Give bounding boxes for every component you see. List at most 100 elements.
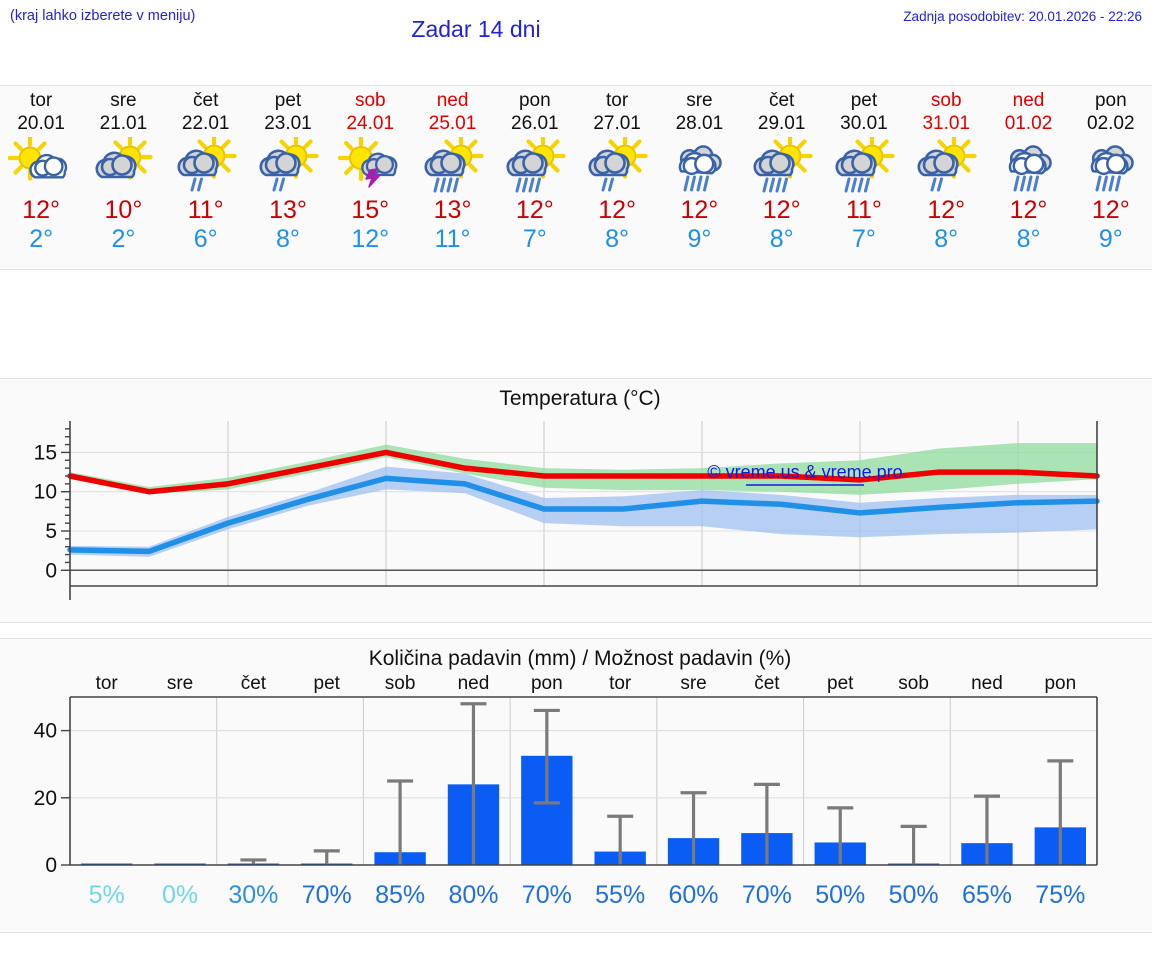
day-column[interactable]: tor 27.01 12° 8°	[576, 86, 658, 269]
day-name: čet	[768, 90, 795, 111]
day-name: ned	[436, 90, 469, 111]
day-column[interactable]: sre 21.01 10° 2°	[82, 86, 164, 269]
precipitation-error-bar	[313, 849, 340, 865]
copyright-watermark: © vreme.us & vreme.pro	[707, 462, 902, 482]
day-column[interactable]: pon 26.01 12° 7°	[494, 86, 576, 269]
day-date: 30.01	[840, 113, 888, 134]
temperature-max: 13°	[433, 196, 472, 224]
temperature-max: 13°	[269, 196, 307, 224]
temperature-min: 9°	[1098, 225, 1123, 253]
day-name: tor	[30, 90, 53, 111]
sun-cloud-light-rain-icon	[917, 137, 977, 192]
day-name: pet	[274, 90, 302, 111]
overcast-rain-icon	[1008, 145, 1052, 192]
sun-cloud-light-rain-icon	[259, 137, 319, 192]
day-column[interactable]: tor 20.01 12° 2°	[0, 86, 82, 269]
precipitation-day-label: ned	[971, 673, 1003, 694]
precipitation-error-bar	[827, 806, 854, 865]
page-header: (kraj lahko izberete v meniju) Zadar 14 …	[0, 0, 1152, 48]
temperature-max: 12°	[762, 196, 801, 224]
precipitation-probability-label: 75%	[1035, 881, 1085, 909]
day-column[interactable]: čet 29.01 12° 8°	[741, 86, 823, 269]
sun-small-cloud-icon	[8, 137, 68, 181]
precipitation-error-bar	[973, 794, 1000, 865]
precipitation-day-label: pet	[827, 673, 854, 694]
weather-icon-container	[82, 137, 164, 195]
y-axis-tick-label: 20	[34, 787, 57, 810]
precipitation-day-label: pet	[314, 673, 341, 694]
precipitation-probability-label: 60%	[669, 881, 719, 909]
precipitation-chart-panel: Količina padavin (mm) / Možnost padavin …	[0, 638, 1152, 933]
day-date: 20.01	[17, 113, 65, 134]
precipitation-error-bar	[900, 824, 927, 865]
precipitation-day-label: čet	[754, 673, 780, 694]
precipitation-day-label: sre	[680, 673, 706, 694]
precipitation-probability-label: 80%	[448, 881, 498, 909]
day-column[interactable]: sob 24.01 15° 12°	[329, 86, 411, 269]
day-name: sre	[686, 90, 713, 111]
day-date: 24.01	[346, 113, 395, 134]
precipitation-probability-label: 50%	[815, 881, 865, 909]
day-date: 29.01	[757, 113, 806, 134]
day-date: 27.01	[593, 113, 641, 134]
temperature-max: 12°	[515, 196, 554, 224]
day-column[interactable]: pet 23.01 13° 8°	[247, 86, 329, 269]
temperature-max: 12°	[1091, 196, 1130, 224]
weather-icon-container	[987, 137, 1069, 195]
precipitation-error-bar	[240, 858, 267, 865]
temperature-chart-panel: Temperatura (°C) 0 5 10 15 © vreme.us & vrem…	[0, 378, 1152, 623]
day-column[interactable]: pet 30.01 11° 7°	[823, 86, 905, 269]
day-column[interactable]: ned 01.02 12° 8°	[987, 86, 1069, 269]
day-column[interactable]: sob 31.01 12° 8°	[905, 86, 987, 269]
weather-icon-container	[0, 137, 82, 195]
temperature-min: 6°	[193, 225, 218, 253]
precipitation-probability-label: 70%	[522, 881, 572, 909]
sun-cloud-rain-icon	[753, 137, 813, 193]
temperature-max: 11°	[187, 196, 224, 224]
day-column[interactable]: čet 22.01 11° 6°	[165, 86, 247, 269]
sun-cloud-rain-icon	[506, 137, 566, 193]
day-date: 02.02	[1087, 113, 1135, 134]
weather-icon-container	[411, 137, 493, 195]
day-column[interactable]: sre 28.01 12° 9°	[658, 86, 740, 269]
day-name: tor	[606, 90, 629, 111]
precipitation-day-label: ned	[458, 673, 490, 694]
day-date: 28.01	[675, 113, 724, 134]
day-name: pet	[850, 90, 878, 111]
precipitation-day-label: čet	[241, 673, 267, 694]
day-column[interactable]: ned 25.01 13° 11°	[411, 86, 493, 269]
weather-icon-container	[905, 137, 987, 195]
day-date: 22.01	[181, 113, 230, 134]
precipitation-probability-label: 55%	[595, 881, 645, 909]
day-date: 01.02	[1004, 113, 1053, 134]
weather-icon-container	[494, 137, 576, 195]
precipitation-day-label: pon	[531, 673, 563, 694]
day-column[interactable]: pon 02.02 12° 9°	[1070, 86, 1152, 269]
temperature-chart-title: Temperatura (°C)	[499, 387, 661, 410]
weather-icon-container	[165, 137, 247, 195]
day-date: 23.01	[264, 113, 312, 134]
y-axis-tick-label: 10	[34, 481, 57, 504]
precipitation-day-label: sre	[167, 673, 193, 694]
precipitation-day-label: pon	[1044, 673, 1076, 694]
temperature-max: 12°	[1009, 196, 1048, 224]
precipitation-day-label: tor	[609, 673, 632, 694]
temperature-min: 12°	[351, 225, 390, 253]
day-name: ned	[1012, 90, 1045, 111]
last-updated-label: Zadnja posodobitev: 20.01.2026 - 22:26	[903, 9, 1142, 24]
day-date: 26.01	[511, 113, 559, 134]
precipitation-probability-label: 70%	[742, 881, 792, 909]
day-date: 31.01	[922, 113, 970, 134]
location-menu-note[interactable]: (kraj lahko izberete v meniju)	[10, 8, 196, 24]
temperature-max: 12°	[680, 196, 719, 224]
sun-cloud-light-rain-icon	[177, 137, 237, 192]
weather-icon-container	[576, 137, 658, 195]
temperature-min: 2°	[111, 225, 136, 253]
y-axis-tick-label: 5	[45, 520, 57, 543]
weather-icon-container	[1070, 137, 1152, 195]
temperature-min: 11°	[434, 225, 471, 253]
day-date: 25.01	[428, 113, 477, 134]
temperature-min: 8°	[1016, 225, 1041, 253]
precipitation-error-bar	[753, 782, 780, 865]
precipitation-probability-label: 5%	[89, 881, 125, 909]
